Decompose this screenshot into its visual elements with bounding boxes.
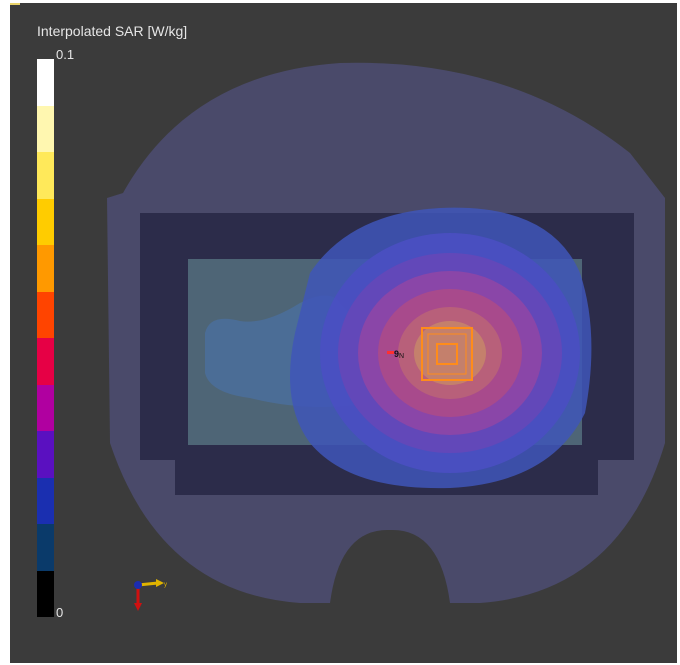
probe-marker-label: 9	[394, 349, 399, 359]
corner-accent	[10, 3, 20, 5]
antenna-middle-square	[427, 333, 467, 375]
colorbar-segment	[37, 384, 54, 431]
sar-scene[interactable]: 9 N y	[10, 3, 677, 663]
sar-contours	[290, 207, 592, 489]
colorbar-segment	[37, 245, 54, 292]
z-axis-arrowhead	[134, 603, 142, 611]
colorbar-segment	[37, 477, 54, 524]
colorbar-segment	[37, 105, 54, 152]
colorbar-segment	[37, 198, 54, 245]
x-axis-arrowhead	[156, 579, 164, 587]
sar-contour-7	[414, 321, 486, 385]
y-axis-origin	[134, 581, 142, 589]
antenna-outline	[421, 327, 473, 381]
probe-marker-dot	[387, 351, 394, 354]
probe-marker[interactable]: 9 N	[387, 349, 404, 360]
colorbar-segment	[37, 524, 54, 571]
legend-min-label: 0	[56, 605, 64, 620]
colorbar-segment	[37, 291, 54, 338]
3d-viewport[interactable]: 9 N y Interpolated SAR [W/kg] 0.1 0	[10, 3, 677, 663]
axes-triad[interactable]: y	[134, 579, 167, 611]
y-axis-label: y	[164, 582, 167, 588]
colorbar-segment	[37, 431, 54, 478]
colorbar-segment	[37, 152, 54, 199]
colorbar-segment	[37, 59, 54, 106]
antenna-outer-square	[421, 327, 473, 381]
antenna-inner-square	[436, 343, 458, 365]
legend-max-label: 0.1	[56, 47, 75, 62]
colorbar-segment	[37, 338, 54, 385]
colorbar-segment	[37, 570, 54, 617]
probe-marker-sublabel: N	[399, 353, 404, 360]
colorbar	[37, 59, 54, 617]
legend-title: Interpolated SAR [W/kg]	[37, 23, 188, 39]
